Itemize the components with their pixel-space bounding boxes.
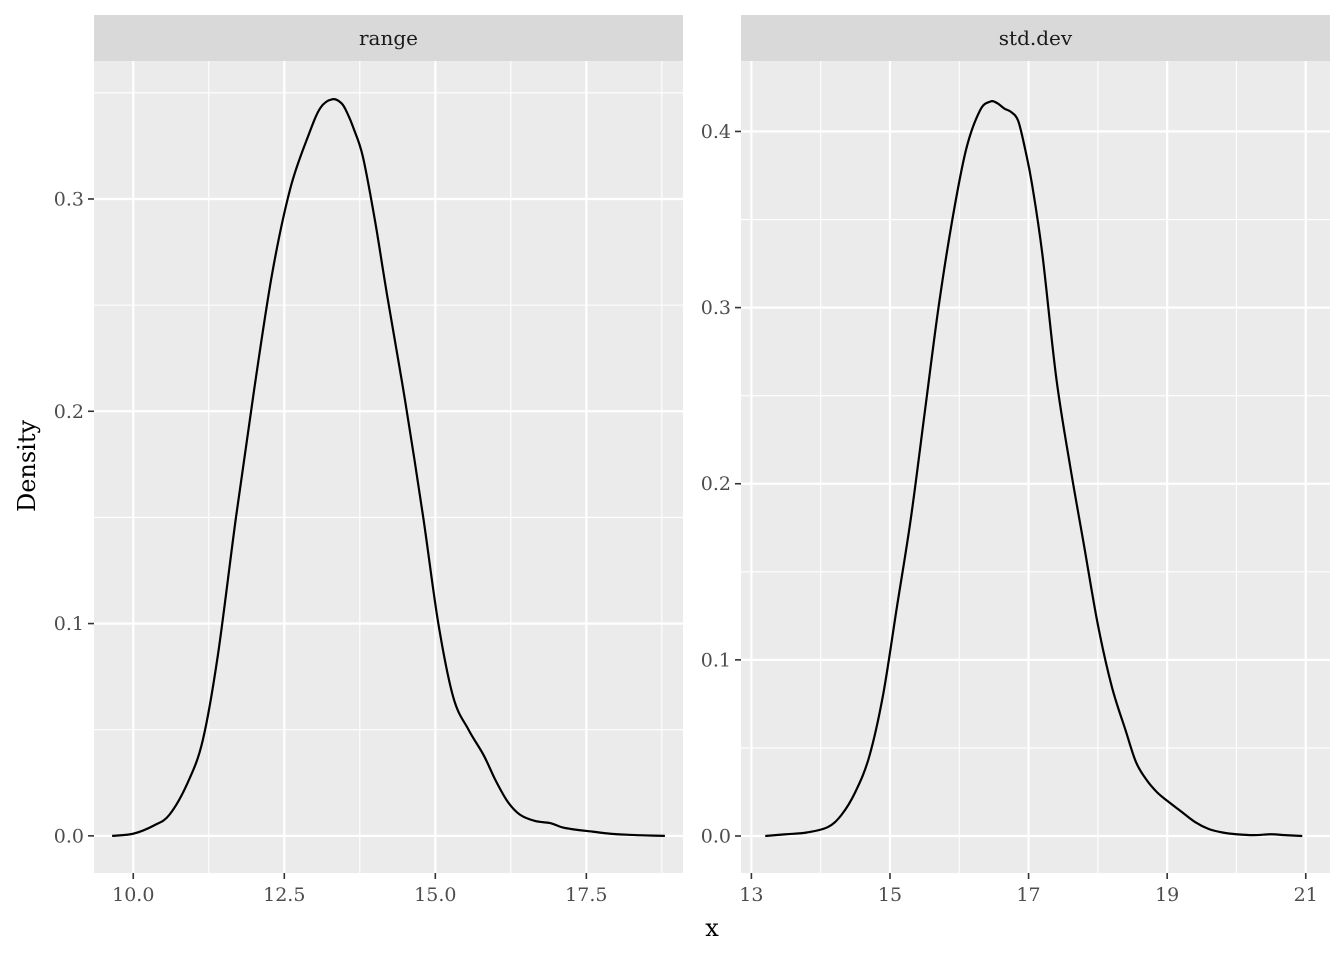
panel-std-dev: std.dev 13 15 17 19 21 0.0 0.1 0.2 0.3 0.4 [701,15,1330,906]
strip-background-range [94,15,683,61]
x-tick-label: 17.5 [565,884,607,906]
x-tick-label: 15.0 [414,884,456,906]
y-axis-title: Density [13,420,41,513]
y-tick-label: 0.3 [701,297,731,319]
y-tick-label: 0.2 [54,401,84,423]
strip-background-std-dev [741,15,1330,61]
x-tick-label: 15 [878,884,902,906]
panel-background-range [94,61,683,873]
strip-label-range: range [359,26,418,50]
density-curve-std-dev [765,100,1303,838]
strip-label-std-dev: std.dev [999,26,1073,50]
x-tick-label: 10.0 [112,884,154,906]
y-tick-label: 0.3 [54,188,84,210]
y-tick-label: 0.1 [701,649,731,671]
plot-area-range: 10.0 12.5 15.0 17.5 0.0 0.1 0.2 0.3 [54,61,683,906]
y-tick-label: 0.0 [54,825,84,847]
x-tick-label: 13 [739,884,763,906]
x-tick-label: 19 [1155,884,1179,906]
x-axis-title: x [705,914,719,942]
x-tick-label: 17 [1016,884,1040,906]
panel-range: range 10.0 12.5 15.0 17.5 0.0 0.1 0.2 0.3 [54,15,683,906]
y-tick-label: 0.0 [701,826,731,848]
y-tick-label: 0.2 [701,473,731,495]
panel-background-std-dev [741,61,1330,873]
density-curve-range [112,97,665,837]
x-tick-label: 12.5 [263,884,305,906]
y-tick-label: 0.1 [54,613,84,635]
x-tick-label: 21 [1294,884,1318,906]
y-tick-label: 0.4 [701,121,731,143]
plot-area-std-dev: 13 15 17 19 21 0.0 0.1 0.2 0.3 0.4 [701,61,1330,906]
